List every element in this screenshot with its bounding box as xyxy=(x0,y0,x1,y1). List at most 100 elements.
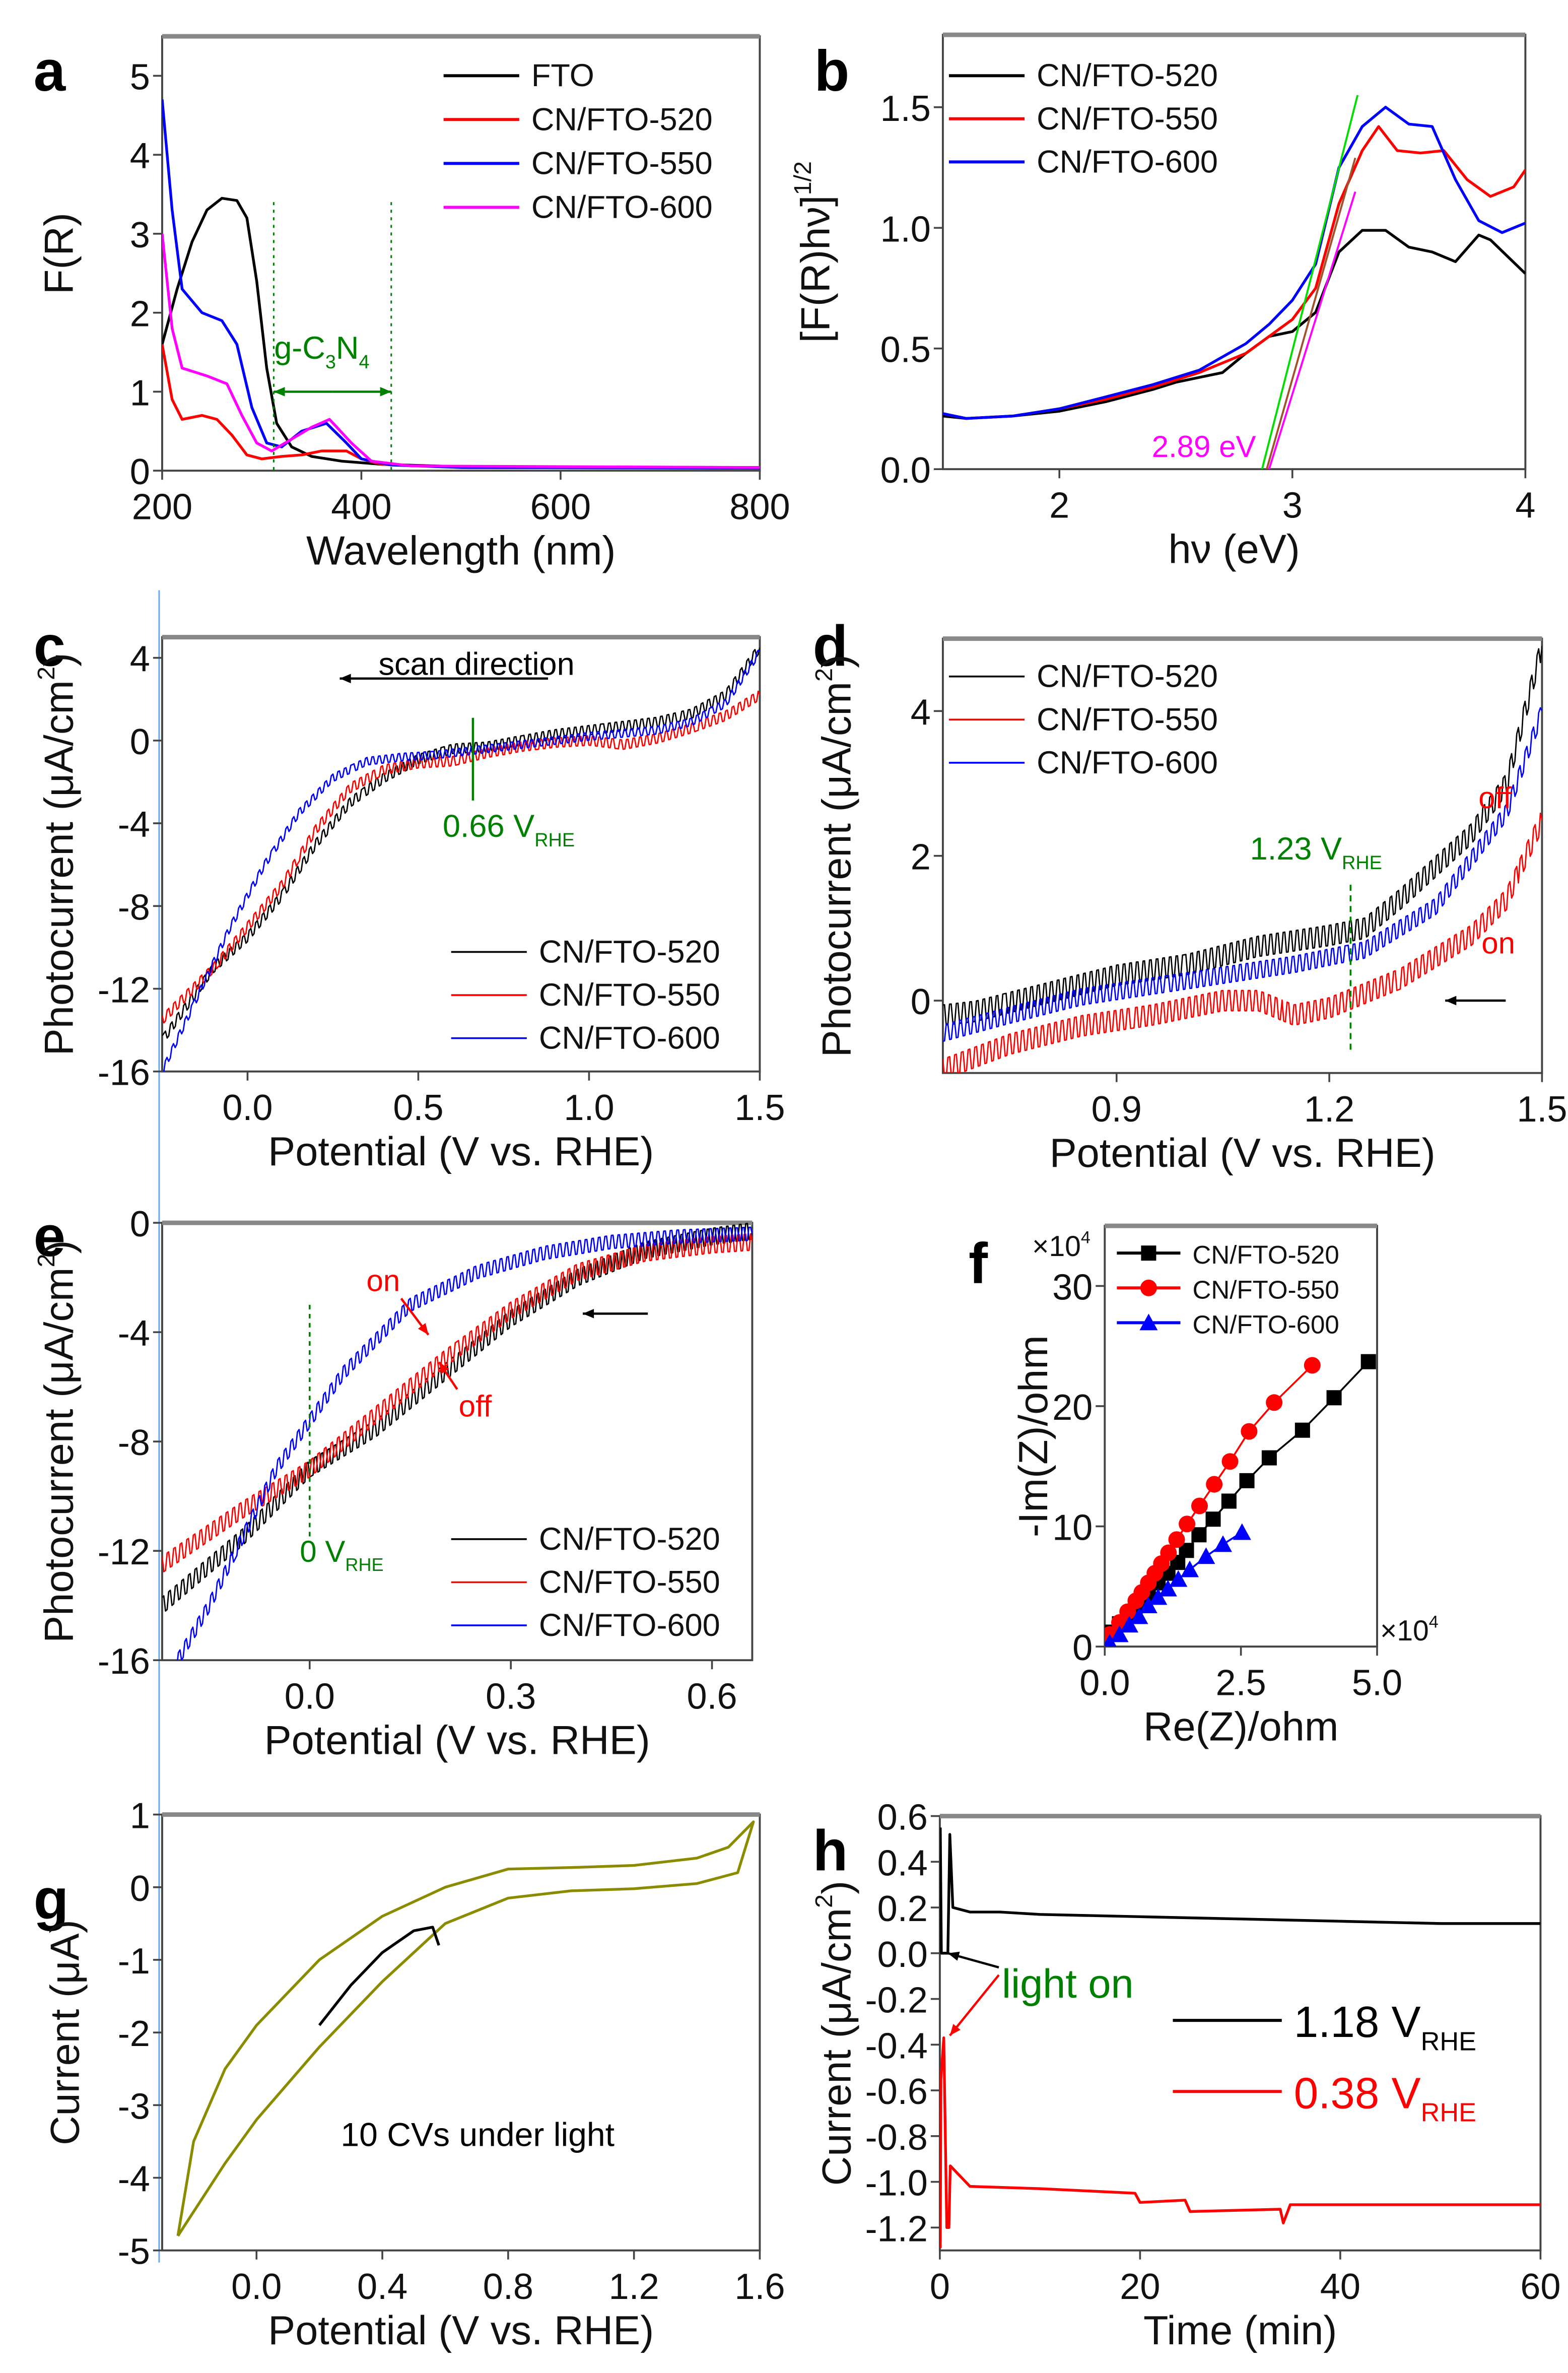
y-tick-label: 0 xyxy=(130,452,150,492)
text-segment: ) xyxy=(814,654,860,668)
text-segment: 4 xyxy=(1081,1228,1090,1247)
text-segment: 0.38 V xyxy=(1294,2069,1421,2118)
y-tick-label: -16 xyxy=(98,1641,150,1682)
data-point-circle xyxy=(1206,1476,1223,1493)
plot-area xyxy=(942,95,1526,470)
x-axis-label: Wavelength (nm) xyxy=(306,528,616,573)
x-tick-label: 2.5 xyxy=(1216,1663,1266,1703)
tangent-line xyxy=(1266,157,1356,470)
tangent-line xyxy=(1268,191,1356,470)
y-tick-label: 0.5 xyxy=(880,330,931,370)
legend-label: CN/FTO-520 xyxy=(531,102,713,137)
panel-a: a 200 400 600 800 0 1 2 3 4 5 Wavelength (nm) F(R) FT… xyxy=(34,34,790,573)
y-tick-label: -8 xyxy=(118,1423,150,1463)
annotation-arrow xyxy=(949,1974,1000,2036)
y-axis-label: Current (μA) xyxy=(43,1920,88,2145)
panel-letter: g xyxy=(34,1868,69,1932)
legend-label: CN/FTO-550 xyxy=(1037,702,1218,737)
legend-marker xyxy=(1139,1313,1158,1331)
series-line xyxy=(942,707,1542,1042)
arrow-head-icon xyxy=(947,1951,960,1961)
text-segment: 0.66 V xyxy=(443,809,534,844)
legend-label: CN/FTO-600 xyxy=(1037,745,1218,780)
annotation-label: on xyxy=(1481,926,1515,960)
text-segment: RHE xyxy=(534,830,575,851)
legend-label: CN/FTO-550 xyxy=(1193,1275,1339,1304)
data-point-square xyxy=(1239,1473,1255,1488)
x-tick-label: 4 xyxy=(1515,485,1535,525)
y-tick-label: 4 xyxy=(911,692,931,733)
text-segment: 10 CVs under light xyxy=(340,2116,615,2153)
y-tick-label: -1.2 xyxy=(865,2209,928,2249)
y-tick-label: 0.2 xyxy=(877,1889,928,1929)
y-tick-label: 1 xyxy=(130,1796,150,1836)
x-axis-label: Potential (V vs. RHE) xyxy=(1050,1131,1436,1176)
legend-marker xyxy=(1140,1279,1157,1296)
series-line xyxy=(318,1926,440,2026)
annotation-label: 10 CVs under light xyxy=(340,2116,615,2153)
text-segment: [F(R)hν] xyxy=(793,195,839,343)
legend-label: CN/FTO-520 xyxy=(539,1522,720,1557)
y-tick-label: 0.0 xyxy=(877,1935,928,1975)
annotation-label: on xyxy=(366,1264,400,1297)
panel-letter: c xyxy=(34,615,65,679)
panel-h: h 0 20 40 60 0.6 0.4 0.2 0.0 -0.2 -0.4 -0.6 -0.8 -1.0… xyxy=(810,1798,1560,2353)
x-tick-label: 0.0 xyxy=(285,1676,335,1717)
legend-label: CN/FTO-550 xyxy=(539,977,720,1013)
legend-label: 1.18 VRHE xyxy=(1294,1998,1476,2056)
x-tick-label: 800 xyxy=(729,487,790,527)
y-tick-label: 0.6 xyxy=(877,1798,928,1838)
y-tick-label: -12 xyxy=(98,1532,150,1572)
y-tick-label: -16 xyxy=(98,1053,150,1093)
y-axis-label: Photocurrent (μA/cm2) xyxy=(33,1240,82,1642)
series-line xyxy=(162,1223,753,1612)
y-tick-label: 5 xyxy=(130,57,150,97)
annotation-label: 1.23 VRHE xyxy=(1250,831,1382,874)
legend-label: CN/FTO-600 xyxy=(1037,144,1218,179)
y-tick-label: -0.8 xyxy=(865,2118,928,2158)
data-point-triangle xyxy=(1233,1523,1251,1540)
y-tick-label: -2 xyxy=(118,2014,150,2054)
text-segment: RHE xyxy=(1421,2027,1476,2056)
text-segment: 3 xyxy=(325,352,336,373)
arrow-head-icon xyxy=(1445,996,1457,1006)
arrow-head-icon xyxy=(339,674,351,684)
data-point-circle xyxy=(1241,1423,1258,1440)
text-segment: 1.18 V xyxy=(1294,1998,1421,2047)
y-axis-label: Photocurrent (μA/cm2) xyxy=(33,653,82,1056)
legend-label: 0.38 VRHE xyxy=(1294,2069,1476,2127)
y-tick-label: -1.0 xyxy=(865,2163,928,2204)
legend-label: CN/FTO-520 xyxy=(1037,58,1218,93)
text-segment: 2 xyxy=(810,1894,838,1908)
y-axis-label: F(R) xyxy=(37,213,82,294)
annotation-label: 0 VRHE xyxy=(300,1535,383,1575)
text-segment: ) xyxy=(814,1881,860,1894)
y-tick-label: 3 xyxy=(130,215,150,255)
text-segment: off xyxy=(459,1390,492,1423)
panel-f: f0.0 2.5 5.00102030Re(Z)/ohm-Im(Z)/ohm×104… xyxy=(969,1223,1439,1749)
series-line xyxy=(162,647,760,1039)
legend-label: CN/FTO-600 xyxy=(539,1021,720,1056)
data-point-square xyxy=(1205,1511,1221,1527)
series-line xyxy=(939,2036,1541,2249)
series-line xyxy=(177,1226,753,1661)
panel-letter: b xyxy=(814,39,850,103)
panel-e: e 0.0 0.3 0.6 0 -4 -8 -12 -16 Potential (V vs. RH… xyxy=(33,1204,754,1763)
data-point-circle xyxy=(1304,1357,1321,1374)
x-tick-label: 0.0 xyxy=(1079,1663,1130,1703)
annotation-label: light on xyxy=(1002,1961,1134,2007)
series-line xyxy=(162,1233,753,1572)
data-point-circle xyxy=(1191,1497,1208,1514)
text-segment: 2 xyxy=(33,1254,60,1267)
x-tick-label: 60 xyxy=(1520,2267,1560,2307)
x-axis-label: hν (eV) xyxy=(1168,526,1300,572)
x-tick-label: 2 xyxy=(1049,485,1069,525)
plot-area xyxy=(1105,1354,1376,1647)
annotation-label: off xyxy=(459,1390,492,1423)
x-tick-label: 3 xyxy=(1282,485,1303,525)
x-multiplier: ×104 xyxy=(1380,1612,1439,1647)
series-line xyxy=(942,125,1526,420)
y-tick-label: 10 xyxy=(1052,1508,1093,1548)
text-segment: N xyxy=(336,331,359,366)
text-segment: 4 xyxy=(359,352,369,373)
